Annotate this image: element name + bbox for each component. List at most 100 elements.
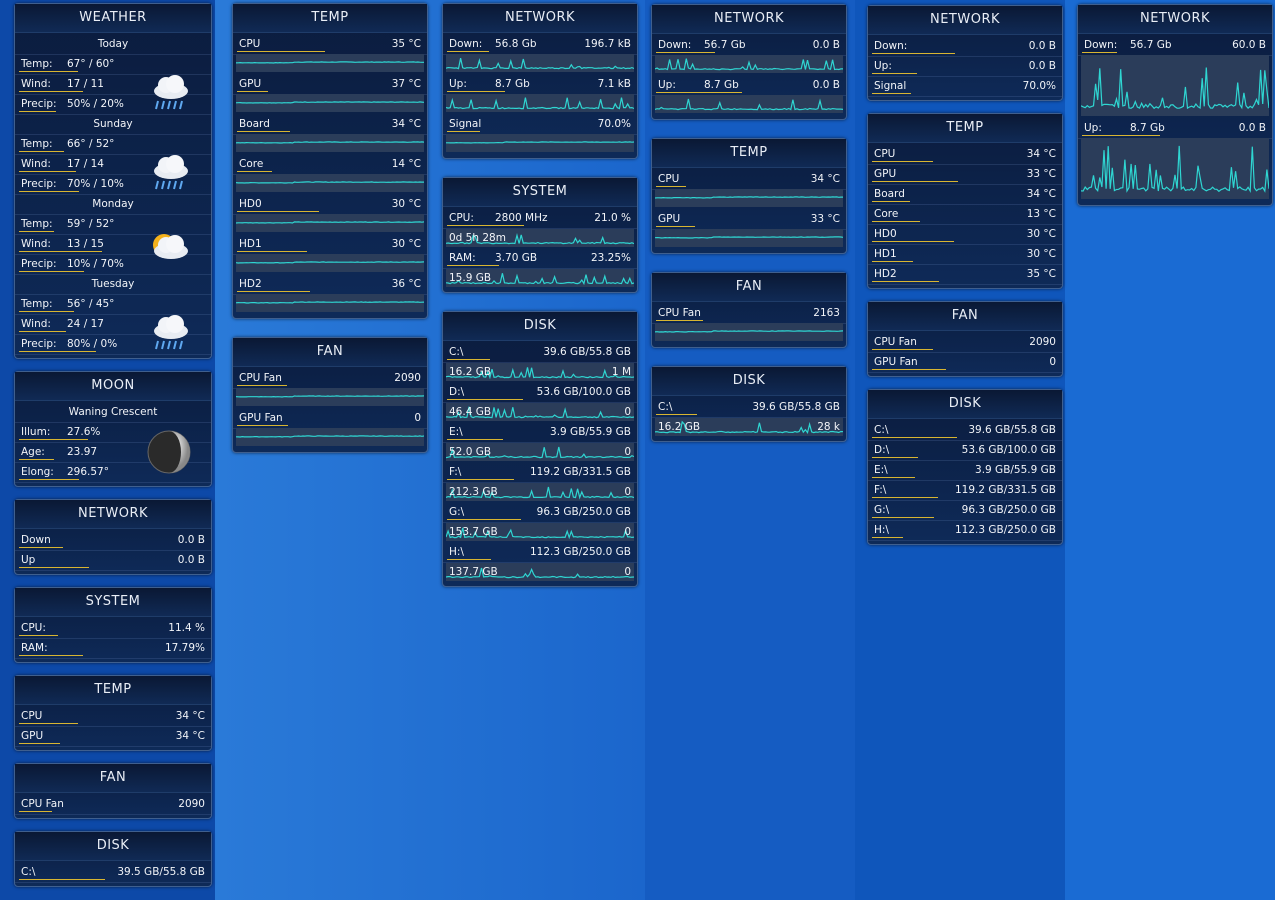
row-label: HD1 bbox=[874, 248, 897, 260]
row-label: Up: bbox=[658, 79, 676, 91]
widget-row: Temp: 56° / 45° bbox=[15, 294, 211, 315]
sparkline bbox=[236, 395, 424, 398]
value-bar bbox=[872, 457, 918, 458]
value-bar bbox=[872, 477, 915, 478]
value-bar bbox=[656, 52, 715, 53]
row-heading: Monday bbox=[92, 198, 134, 210]
sparkline bbox=[446, 527, 634, 540]
row-heading: Waning Crescent bbox=[68, 406, 158, 418]
row-label: CPU bbox=[658, 173, 680, 185]
row-label: D:\ bbox=[874, 444, 890, 456]
widget: SYSTEM CPU: 11.4 % RAM: 17.79% bbox=[14, 587, 212, 663]
row-value: 0.0 B bbox=[1238, 122, 1266, 134]
row-label: Board bbox=[874, 188, 905, 200]
row-value: 34 °C bbox=[175, 730, 205, 742]
sparkline bbox=[446, 233, 634, 245]
widget-row: CPU: 2800 MHz 21.0 % bbox=[443, 208, 637, 229]
row-label: G:\ bbox=[449, 506, 465, 518]
widget-title: NETWORK bbox=[868, 6, 1062, 35]
value-bar bbox=[19, 439, 88, 440]
row-heading: Tuesday bbox=[91, 278, 135, 290]
value-bar bbox=[237, 211, 319, 212]
row-mid: 8.7 Gb bbox=[704, 79, 739, 91]
value-bar bbox=[872, 53, 955, 54]
row-mid: 24 / 17 bbox=[67, 318, 104, 330]
widget-row: Board 34 °C bbox=[233, 114, 427, 135]
widget-row: 0d 5h 28m bbox=[443, 228, 637, 248]
graph bbox=[446, 403, 634, 421]
row-mid: 70% / 10% bbox=[67, 178, 124, 190]
graph bbox=[655, 95, 843, 113]
row-label: RAM: bbox=[21, 642, 48, 654]
row-value: 33 °C bbox=[810, 213, 840, 225]
row-value: 30 °C bbox=[1026, 248, 1056, 260]
graph bbox=[446, 134, 634, 152]
sparkline-path bbox=[1081, 145, 1269, 193]
row-label: CPU Fan bbox=[239, 372, 282, 384]
row-label: Board bbox=[239, 118, 270, 130]
widget-row: Core 14 °C bbox=[233, 154, 427, 175]
widget-row: C:\ 39.5 GB/55.8 GB bbox=[15, 862, 211, 883]
row-label: Down: bbox=[1084, 39, 1118, 51]
sparkline-path bbox=[1081, 67, 1269, 110]
row-mid: 56.7 Gb bbox=[1130, 39, 1172, 51]
sparkline-path bbox=[236, 261, 424, 264]
row-value: 0 bbox=[624, 486, 631, 498]
value-bar bbox=[447, 439, 503, 440]
value-bar bbox=[447, 225, 524, 226]
value-bar bbox=[19, 351, 96, 352]
value-bar bbox=[1082, 52, 1117, 53]
value-bar bbox=[19, 743, 60, 744]
widget-row: CPU 35 °C bbox=[233, 34, 427, 55]
graph bbox=[446, 563, 634, 581]
graph bbox=[236, 94, 424, 112]
sparkline-path bbox=[655, 330, 843, 333]
widget-row: CPU Fan 2090 bbox=[15, 794, 211, 815]
row-label: HD2 bbox=[239, 278, 262, 290]
row-mid: 23.97 bbox=[67, 446, 98, 458]
widget-row: H:\ 112.3 GB/250.0 GB bbox=[443, 542, 637, 563]
value-bar bbox=[872, 261, 913, 262]
row-value: 2163 bbox=[813, 307, 840, 319]
row-label: Up: bbox=[874, 60, 892, 72]
row-value: 34 °C bbox=[175, 710, 205, 722]
row-label: C:\ bbox=[21, 866, 36, 878]
widget-title: NETWORK bbox=[652, 5, 846, 34]
row-label: F:\ bbox=[874, 484, 887, 496]
row-label: Down: bbox=[658, 39, 692, 51]
row-value: 37 °C bbox=[391, 78, 421, 90]
row-label: Precip: bbox=[21, 338, 57, 350]
value-bar bbox=[19, 91, 83, 92]
row-value: 13 °C bbox=[1026, 208, 1056, 220]
value-bar bbox=[19, 479, 79, 480]
value-bar bbox=[447, 265, 499, 266]
sparkline-path bbox=[446, 367, 634, 380]
row-label: GPU Fan bbox=[874, 356, 918, 368]
widget-title: DISK bbox=[652, 367, 846, 396]
row-value: 196.7 kB bbox=[584, 38, 631, 50]
row-value: 53.6 GB/100.0 GB bbox=[536, 386, 631, 398]
row-mid: 56° / 45° bbox=[67, 298, 115, 310]
value-bar bbox=[872, 201, 910, 202]
sparkline bbox=[446, 367, 634, 380]
value-bar bbox=[19, 655, 83, 656]
widget-row: Tuesday bbox=[15, 274, 211, 295]
widget: DISK C:\ 39.5 GB/55.8 GB bbox=[14, 831, 212, 887]
row-mid: 56.8 Gb bbox=[495, 38, 537, 50]
row-label: 46.4 GB bbox=[449, 406, 492, 418]
widget-row: HD1 30 °C bbox=[868, 244, 1062, 265]
value-bar bbox=[19, 311, 74, 312]
widget-row: CPU Fan 2163 bbox=[652, 303, 846, 324]
sparkline-path bbox=[446, 273, 634, 286]
sparkline bbox=[236, 61, 424, 64]
widget: FAN CPU Fan 2090 GPU Fan 0 bbox=[867, 301, 1063, 377]
row-mid: 56.7 Gb bbox=[704, 39, 746, 51]
row-value: 35 °C bbox=[391, 38, 421, 50]
sparkline bbox=[655, 98, 843, 111]
value-bar bbox=[872, 241, 954, 242]
graph bbox=[236, 174, 424, 192]
sparkline bbox=[446, 97, 634, 110]
widget-row: Precip: 10% / 70% bbox=[15, 254, 211, 275]
widget: TEMP CPU 34 °C GPU 34 °C bbox=[14, 675, 212, 751]
sparkline-path bbox=[236, 101, 424, 104]
